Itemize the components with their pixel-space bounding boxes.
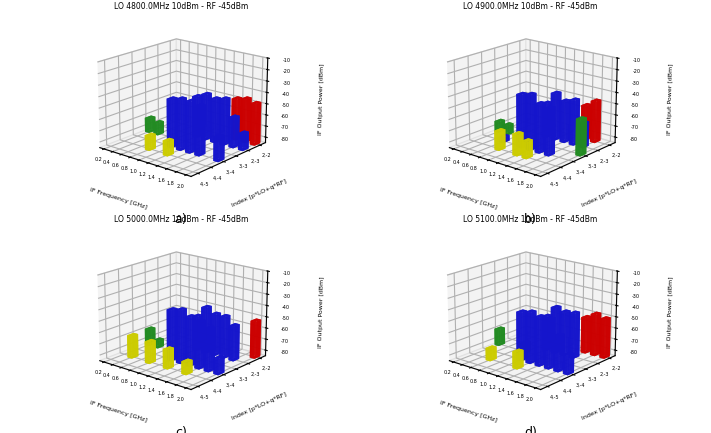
Text: b): b) [524, 213, 537, 226]
Y-axis label: Index [p*LO+q*RF]: Index [p*LO+q*RF] [581, 392, 637, 421]
Y-axis label: Index [p*LO+q*RF]: Index [p*LO+q*RF] [581, 179, 637, 208]
X-axis label: IF Frequency [GHz]: IF Frequency [GHz] [90, 187, 148, 210]
Text: d): d) [524, 426, 537, 433]
X-axis label: IF Frequency [GHz]: IF Frequency [GHz] [439, 187, 498, 210]
Text: c): c) [175, 426, 186, 433]
Y-axis label: Index [p*LO+q*RF]: Index [p*LO+q*RF] [231, 179, 287, 208]
X-axis label: IF Frequency [GHz]: IF Frequency [GHz] [90, 400, 148, 423]
Title: LO 5100.0MHz 10dBm - RF -45dBm: LO 5100.0MHz 10dBm - RF -45dBm [463, 215, 597, 224]
Title: LO 5000.0MHz 10dBm - RF -45dBm: LO 5000.0MHz 10dBm - RF -45dBm [114, 215, 248, 224]
Title: LO 4900.0MHz 10dBm - RF -45dBm: LO 4900.0MHz 10dBm - RF -45dBm [463, 2, 597, 11]
Y-axis label: Index [p*LO+q*RF]: Index [p*LO+q*RF] [231, 392, 287, 421]
Text: a): a) [174, 213, 187, 226]
Title: LO 4800.0MHz 10dBm - RF -45dBm: LO 4800.0MHz 10dBm - RF -45dBm [114, 2, 248, 11]
X-axis label: IF Frequency [GHz]: IF Frequency [GHz] [439, 400, 498, 423]
